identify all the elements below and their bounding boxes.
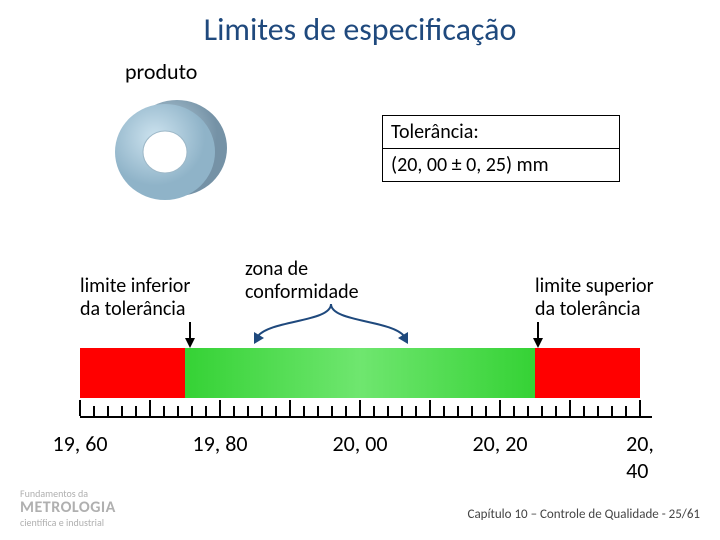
scale-labels: 19, 6019, 8020, 0020, 2020, 40	[80, 430, 640, 460]
tolerance-bar	[80, 348, 640, 418]
footer-left: Fundamentos da METROLOGIA científica e i…	[20, 488, 116, 528]
scale-ticks	[80, 398, 640, 418]
bar-green	[185, 348, 535, 398]
arrow-zona	[246, 302, 416, 350]
bar-red-left	[80, 348, 185, 398]
tolerance-value: (20, 00 ± 0, 25) mm	[383, 148, 619, 181]
label-limite-inferior: limite inferiorda tolerância	[80, 275, 190, 321]
bar-red-right	[535, 348, 640, 398]
scale-label: 20, 20	[472, 430, 527, 457]
scale-label: 20, 40	[626, 430, 654, 484]
tolerance-label: Tolerância:	[383, 116, 619, 148]
footer-right: Capítulo 10 – Controle de Qualidade - 25…	[468, 507, 700, 522]
footer-sub: científica e industrial	[20, 517, 116, 528]
arrow-inferior	[175, 320, 205, 350]
footer-big: METROLOGIA	[20, 499, 116, 517]
produto-label: produto	[125, 58, 197, 85]
scale-label: 20, 00	[332, 430, 387, 457]
scale-label: 19, 80	[192, 430, 247, 457]
arrow-superior	[523, 320, 553, 350]
page-title: Limites de especificação	[0, 0, 720, 49]
product-ring-icon	[105, 90, 235, 215]
label-zona-conformidade: zona deconformidade	[245, 258, 359, 304]
scale-baseline	[80, 416, 652, 418]
scale-label: 19, 60	[52, 430, 107, 457]
tolerance-box: Tolerância: (20, 00 ± 0, 25) mm	[382, 115, 620, 182]
label-limite-superior: limite superiorda tolerância	[535, 275, 654, 321]
